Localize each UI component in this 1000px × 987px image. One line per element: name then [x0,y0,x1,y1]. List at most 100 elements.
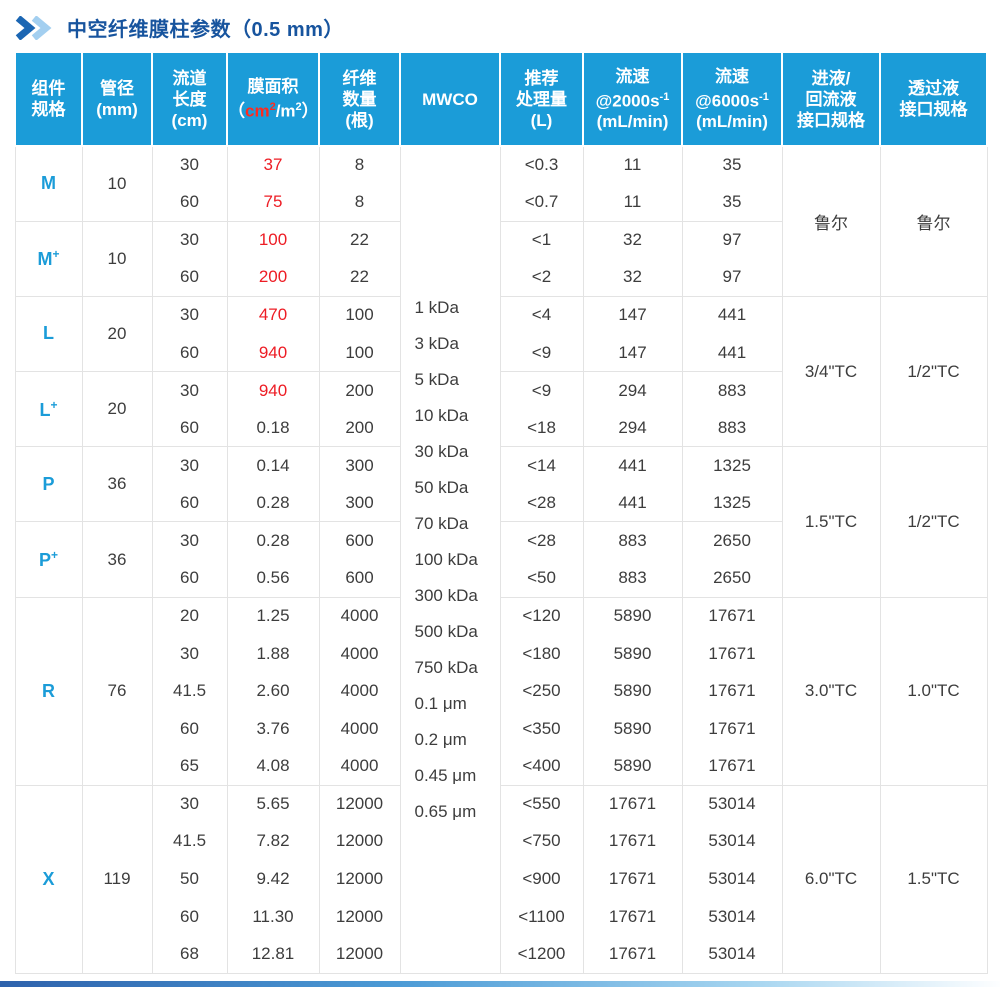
title-row: 中空纤维膜柱参数（0.5 mm） [0,0,1000,51]
cell-fiber-count: 200 [318,409,401,447]
footer-gradient-bar [0,981,1000,987]
cell-recommended-volume: <1200 [499,935,584,974]
cell-flow-2000: 5890 [582,596,683,635]
cell-recommended-volume: <180 [499,634,584,673]
cell-fiber-count: 100 [318,295,401,334]
cell-channel-length: 60 [151,333,228,372]
cell-flow-2000: 17671 [582,897,683,936]
cell-flow-6000: 35 [681,145,783,184]
cell-channel-length: 60 [151,709,228,748]
cell-flow-6000: 2650 [681,521,783,560]
cell-flow-6000: 1325 [681,446,783,485]
header-inlet-return-port: 进液/回流液 接口规格 [781,51,881,147]
cell-flow-2000: 441 [582,484,683,522]
cell-fiber-count: 12000 [318,860,401,898]
cell-recommended-volume: <750 [499,822,584,861]
mwco-value: 500 kDa [414,621,478,641]
table-header: 组件 规格 管径 (mm) 流道 长度 (cm) 膜面积 （cm2/m2） 纤维 数量 (根) MWCO… [14,51,988,147]
cell-flow-6000: 53014 [681,935,783,974]
cell-recommended-volume: <50 [499,559,584,598]
table-row: X 119 30 5.65 12000 <550 17671 53014 6.0"TC 1.5"T… [14,784,988,974]
component-label: R [14,596,83,786]
table-row: M+ 10 30 100 22 <1 32 97 [14,220,987,297]
cell-membrane-area: 75 [226,183,320,222]
header-membrane-area: 膜面积 （cm2/m2） [226,51,320,147]
cell-flow-6000: 1325 [681,484,783,522]
cell-flow-2000: 5890 [582,634,683,673]
cell-flow-6000: 97 [681,220,783,259]
cell-flow-2000: 17671 [582,822,683,861]
header-permeate-port: 透过液 接口规格 [879,51,988,147]
cell-membrane-area: 470 [226,295,320,334]
component-label: P [14,446,83,522]
cell-recommended-volume: <2 [499,258,584,297]
header-fiber-count: 纤维 数量 (根) [318,51,401,147]
cell-membrane-area: 0.14 [226,446,320,485]
cell-channel-length: 65 [151,747,228,786]
cell-fiber-count: 8 [318,183,401,222]
cell-channel-length: 60 [151,258,228,297]
table-row: 60 11.30 12000 <1100 17671 53014 [15,897,987,936]
cell-membrane-area: 200 [226,258,320,297]
table-row: 60 0.28 300 <28 441 1325 [15,484,987,522]
table-row: L+ 20 30 940 200 <9 294 883 [14,371,987,447]
table-row: 30 1.88 4000 <180 5890 17671 [15,634,987,673]
cell-fiber-count: 4000 [318,709,401,748]
cell-fiber-count: 4000 [318,672,401,710]
cell-fiber-count: 8 [318,145,401,184]
cell-recommended-volume: <4 [499,295,584,334]
cell-channel-length: 41.5 [151,672,228,710]
cell-flow-6000: 17671 [681,747,783,786]
cell-diameter: 10 [81,145,153,222]
cell-recommended-volume: <550 [499,784,584,823]
cell-membrane-area: 100 [226,220,320,259]
cell-fiber-count: 22 [318,220,401,259]
double-chevron-icon [15,15,52,40]
cell-permeate-port: 1/2"TC [879,295,988,447]
mwco-list: 1 kDa 3 kDa 5 kDa 10 kDa 30 kDa 50 kDa 70 kDa 1… [401,290,500,830]
mwco-value: 10 kDa [414,405,469,425]
header-component-spec: 组件 规格 [14,51,83,147]
cell-channel-length: 30 [151,521,228,560]
cell-inlet-port: 3/4"TC [781,295,881,447]
cell-flow-2000: 17671 [582,860,683,898]
component-label: M [14,145,83,222]
cell-channel-length: 68 [151,935,228,974]
cell-channel-length: 30 [151,295,228,334]
cell-membrane-area: 0.18 [226,409,320,447]
table-row: 50 9.42 12000 <900 17671 53014 [15,860,987,898]
cell-membrane-area: 1.88 [226,634,320,673]
cell-fiber-count: 300 [318,484,401,522]
mwco-value: 3 kDa [414,333,459,353]
cell-flow-2000: 17671 [582,935,683,974]
table-row: 65 4.08 4000 <400 5890 17671 [15,747,987,786]
mwco-value: 50 kDa [414,477,469,497]
cell-flow-2000: 5890 [582,672,683,710]
mwco-value: 100 kDa [414,549,478,569]
cell-flow-2000: 11 [582,183,683,222]
cell-flow-2000: 147 [582,295,683,334]
cell-flow-6000: 53014 [681,897,783,936]
mwco-value: 30 kDa [414,441,469,461]
cell-membrane-area: 0.56 [226,559,320,598]
cell-channel-length: 60 [151,559,228,598]
cell-fiber-count: 4000 [318,747,401,786]
cell-fiber-count: 22 [318,258,401,297]
spec-table: 组件 规格 管径 (mm) 流道 长度 (cm) 膜面积 （cm2/m2） 纤维 数量 (根) MWCO… [14,51,988,974]
cell-diameter: 20 [81,371,153,447]
cell-recommended-volume: <0.7 [499,183,584,222]
cell-fiber-count: 12000 [318,935,401,974]
cell-recommended-volume: <14 [499,446,584,485]
mwco-value: 70 kDa [414,513,469,533]
cell-channel-length: 30 [151,634,228,673]
header-mwco: MWCO [399,51,501,147]
cell-fiber-count: 12000 [318,784,401,823]
cell-recommended-volume: <1100 [499,897,584,936]
table-row: P 36 30 0.14 300 <14 441 1325 1.5"TC 1/2"TC [14,446,988,598]
page-title: 中空纤维膜柱参数（0.5 mm） [67,19,344,41]
table-row: 60 0.56 600 <50 883 2650 [15,559,987,598]
cell-recommended-volume: <350 [499,709,584,748]
mwco-value: 0.45 μm [414,765,477,785]
cell-flow-6000: 441 [681,295,783,334]
